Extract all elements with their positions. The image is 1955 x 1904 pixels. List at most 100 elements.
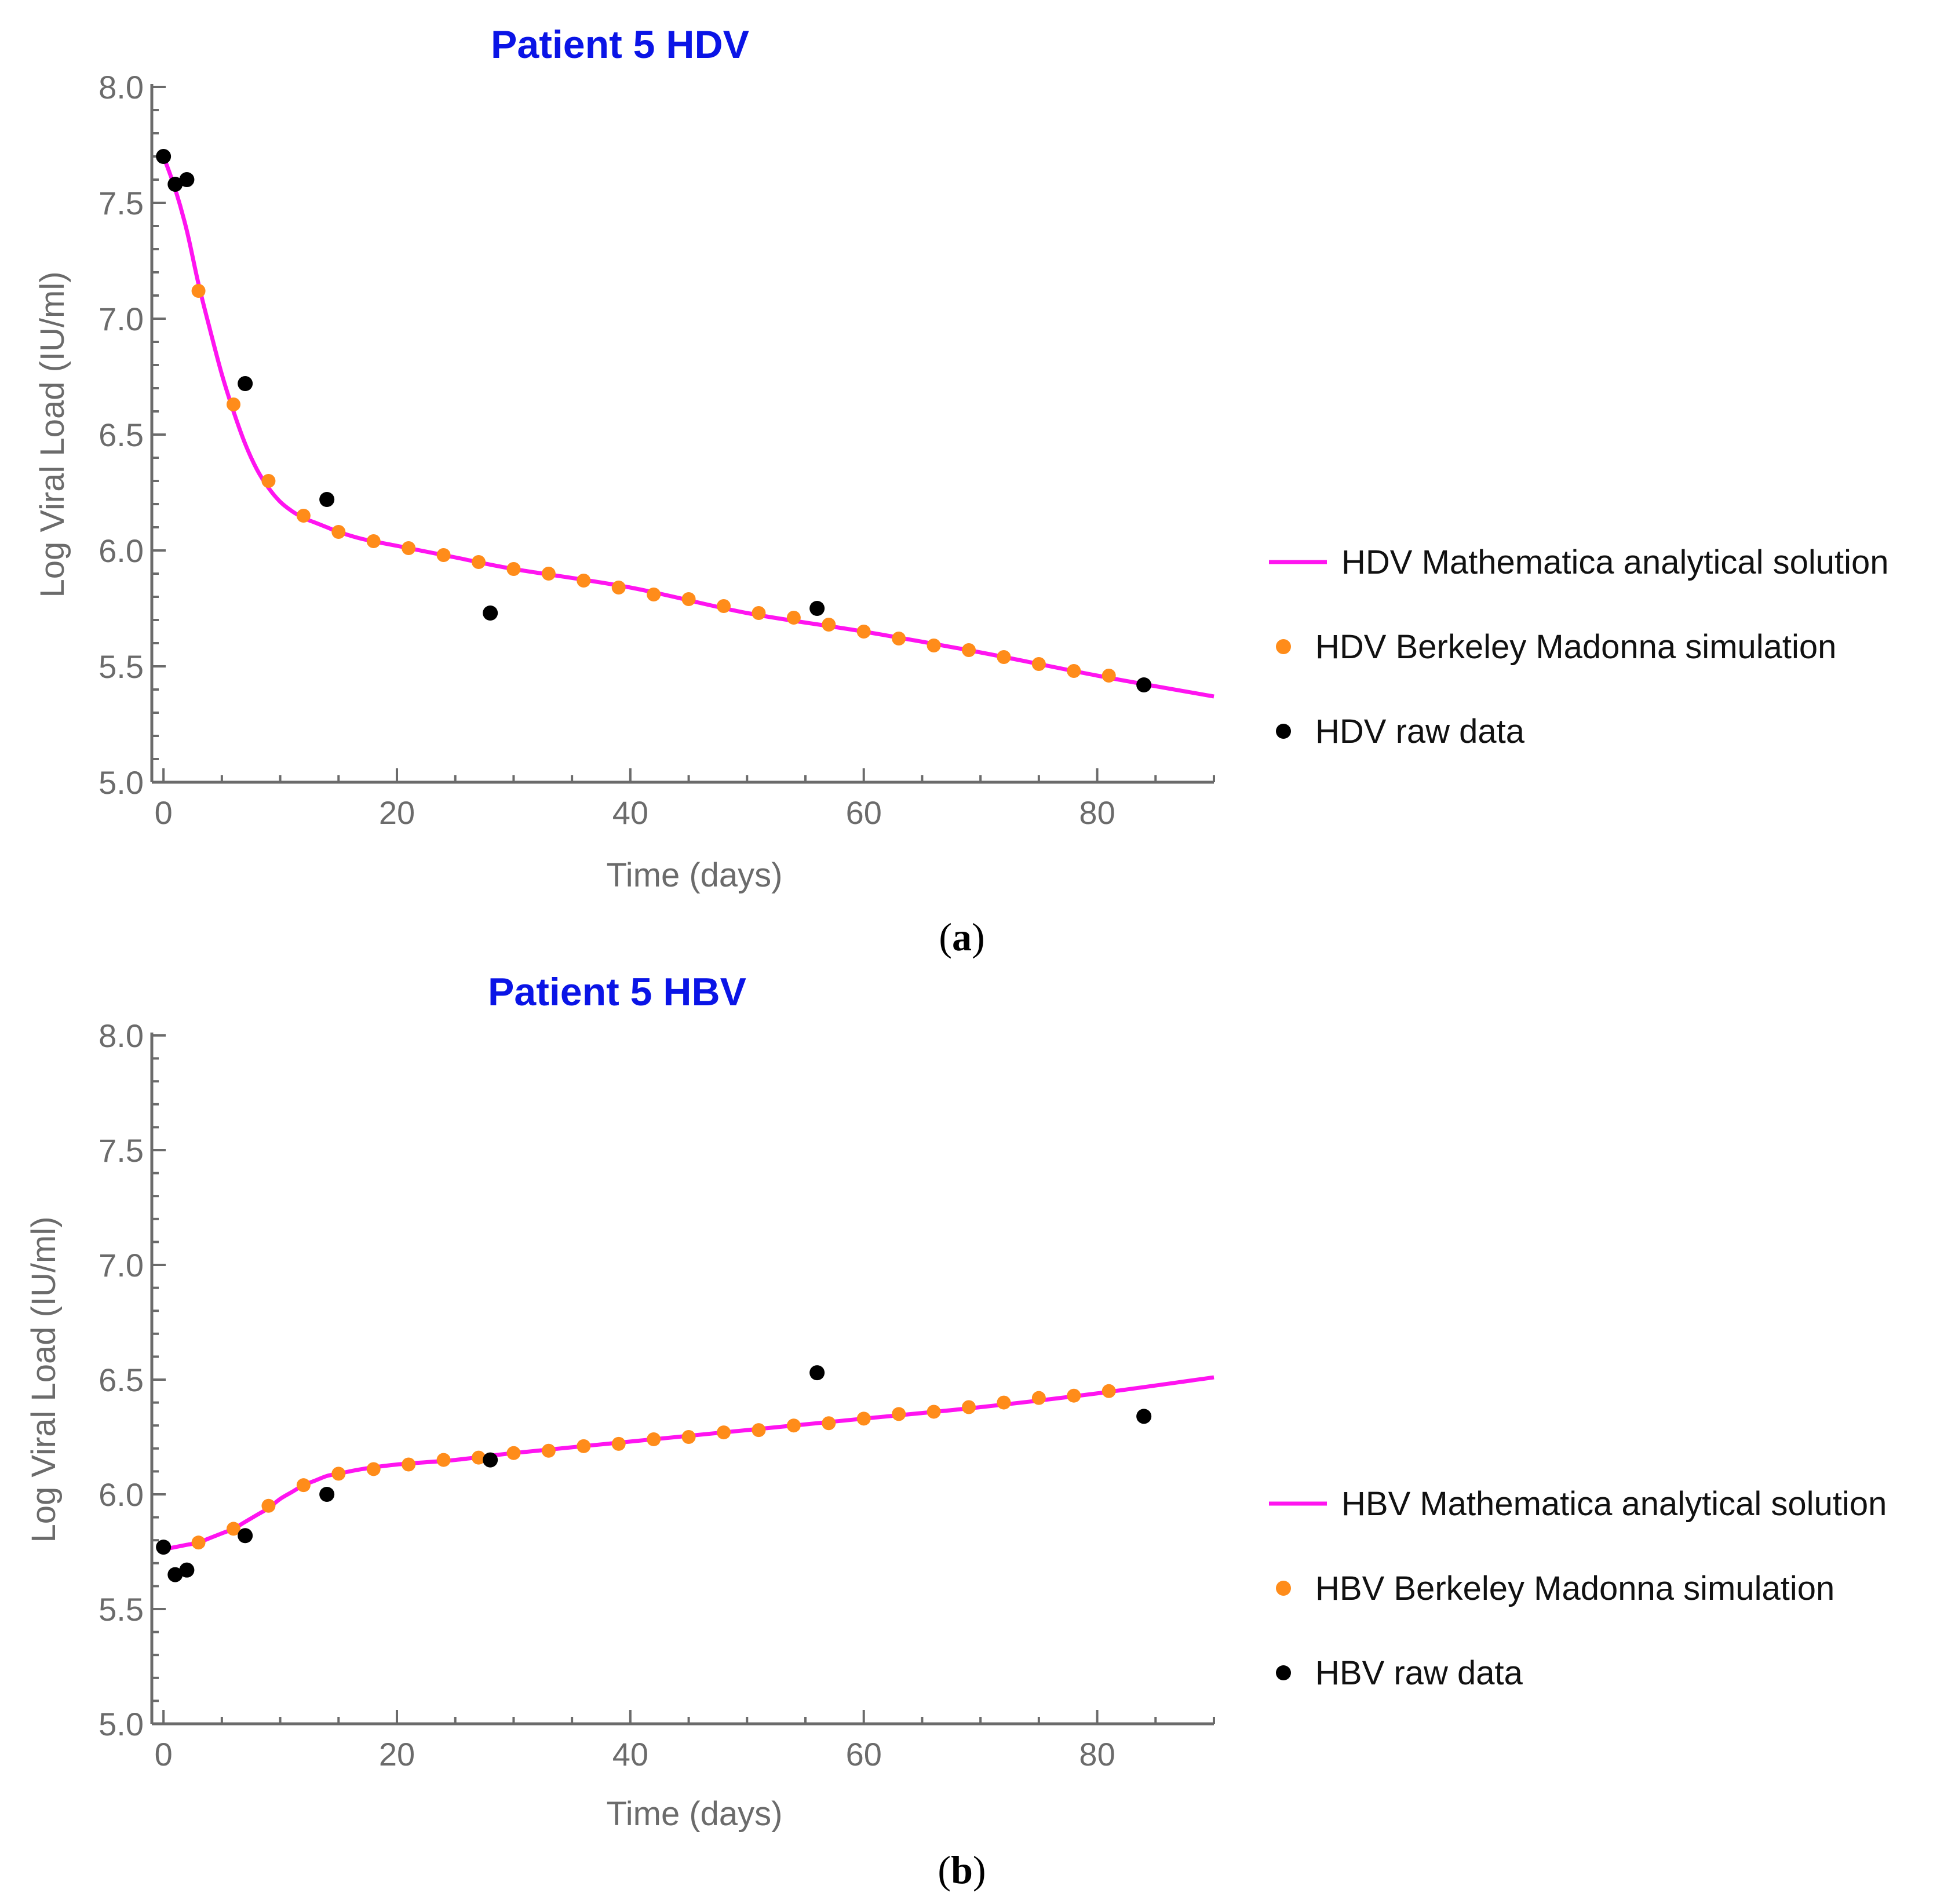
simulation-point [402, 1457, 416, 1472]
simulation-point [1031, 657, 1046, 671]
panel-caption: (b) [938, 1848, 986, 1892]
series-line-analytical [161, 155, 1214, 699]
raw-data-point [809, 601, 825, 616]
simulation-point [436, 548, 451, 562]
simulation-point [647, 1432, 661, 1446]
x-tick-label: 60 [846, 1736, 882, 1772]
x-tick-label: 0 [155, 794, 173, 831]
plot-area [156, 149, 1214, 699]
legend-label: HBV Berkeley Madonna simulation [1315, 1570, 1834, 1607]
chart-title: Patient 5 HBV [488, 970, 746, 1014]
simulation-point [892, 632, 906, 645]
y-tick-label: 8.0 [99, 69, 144, 105]
legend: HDV Mathematica analytical solution HDV B… [1269, 544, 1889, 750]
y-tick-label: 6.5 [99, 1362, 144, 1398]
legend-swatch-point [1276, 1665, 1291, 1680]
simulation-point [786, 1418, 801, 1433]
simulation-point [962, 1400, 976, 1414]
simulation-point [577, 1439, 591, 1453]
x-tick-label: 60 [846, 794, 882, 831]
legend-swatch-point [1276, 724, 1291, 739]
y-tick-label: 5.0 [99, 764, 144, 801]
y-tick-label: 7.0 [99, 1247, 144, 1283]
simulation-point [752, 606, 766, 620]
y-tick-label: 5.0 [99, 1706, 144, 1742]
simulation-point [506, 562, 521, 576]
y-tick-label: 5.5 [99, 648, 144, 685]
simulation-point [261, 1498, 276, 1513]
simulation-point [261, 474, 276, 488]
raw-data-point [1136, 677, 1152, 692]
raw-data-point [238, 376, 253, 391]
simulation-point [472, 555, 486, 569]
simulation-point [927, 1405, 941, 1419]
simulation-point [331, 1467, 346, 1481]
simulation-point [296, 509, 311, 523]
simulation-point [1067, 664, 1081, 678]
simulation-point [577, 574, 591, 588]
y-tick-label: 7.5 [99, 1132, 144, 1169]
simulation-point [997, 650, 1011, 664]
simulation-point [191, 284, 206, 298]
simulation-point [892, 1407, 906, 1421]
raw-data-point [319, 492, 335, 507]
simulation-point [296, 1478, 311, 1493]
y-axis-label: Log Viral Load (IU/ml) [25, 1216, 63, 1542]
raw-data-point [483, 1452, 498, 1468]
x-axis-label: Time (days) [607, 1795, 783, 1833]
simulation-point [506, 1446, 521, 1460]
simulation-point [1101, 669, 1116, 683]
chart-title: Patient 5 HDV [491, 23, 749, 67]
raw-data-point [167, 177, 183, 192]
simulation-point [647, 588, 661, 601]
simulation-point [752, 1423, 766, 1438]
legend-label: HDV Berkeley Madonna simulation [1315, 628, 1836, 666]
simulation-point [856, 625, 871, 639]
raw-data-point [179, 1562, 195, 1578]
x-axis-label: Time (days) [607, 856, 783, 894]
simulation-point [472, 1450, 486, 1465]
x-tick-label: 0 [155, 1736, 173, 1772]
raw-data-point [167, 1567, 183, 1582]
raw-data-point [179, 172, 195, 187]
simulation-point [822, 618, 836, 632]
simulation-point [856, 1411, 871, 1426]
simulation-point [681, 1430, 696, 1444]
legend-label: HDV raw data [1315, 713, 1525, 750]
x-tick-label: 40 [612, 794, 648, 831]
panel-a: Patient 5 HDV 5.0 5.5 6.0 6.5 7.0 7.5 8.0 0 20 40 6… [34, 23, 1889, 959]
simulation-point [227, 397, 240, 411]
x-tick-label: 80 [1079, 1736, 1115, 1772]
x-tick-label: 20 [379, 1736, 415, 1772]
simulation-point [822, 1416, 836, 1431]
legend: HBV Mathematica analytical solution HBV B… [1269, 1485, 1887, 1692]
legend-label: HBV raw data [1315, 1654, 1523, 1692]
panel-b: Patient 5 HBV 5.0 5.5 6.0 6.5 7.0 7.5 8.0 0 20 40 6… [25, 970, 1887, 1892]
simulation-point [402, 541, 416, 555]
y-tick-label: 8.0 [99, 1017, 144, 1054]
legend-label: HBV Mathematica analytical solution [1341, 1485, 1887, 1523]
legend-swatch-point [1276, 1581, 1291, 1596]
simulation-point [962, 643, 976, 657]
y-tick-label: 7.5 [99, 185, 144, 221]
y-tick-label: 6.0 [99, 532, 144, 569]
simulation-point [997, 1395, 1011, 1410]
raw-data-point [156, 1540, 172, 1555]
raw-data-point [809, 1365, 825, 1381]
raw-data-point [1136, 1409, 1152, 1424]
plot-area [156, 1365, 1214, 1582]
x-tick-label: 20 [379, 794, 415, 831]
y-tick-label: 5.5 [99, 1591, 144, 1628]
simulation-point [611, 1436, 626, 1451]
y-axis-label: Log Viral Load (IU/ml) [34, 271, 71, 597]
simulation-point [717, 599, 731, 613]
y-tick-label: 7.0 [99, 301, 144, 337]
y-tick-label: 6.5 [99, 417, 144, 453]
raw-data-point [483, 606, 498, 621]
simulation-point [717, 1425, 731, 1440]
y-tick-label: 6.0 [99, 1476, 144, 1513]
raw-data-point [319, 1487, 335, 1502]
simulation-point [366, 534, 381, 548]
raw-data-point [238, 1528, 253, 1544]
